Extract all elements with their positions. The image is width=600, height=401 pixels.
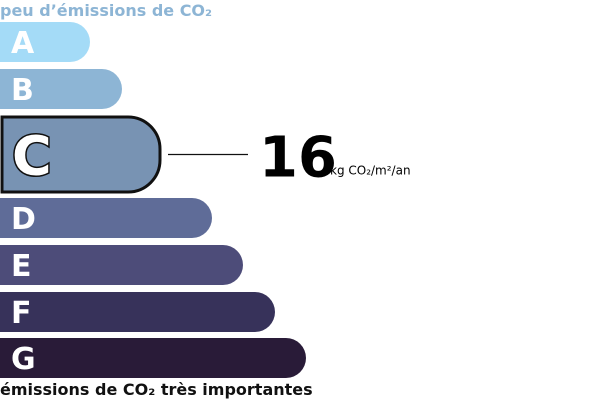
class-bar: [0, 198, 212, 238]
top-label: peu d’émissions de CO₂: [0, 1, 212, 20]
class-letter: G: [11, 342, 36, 377]
class-bar: [0, 338, 306, 378]
class-letter: E: [11, 249, 32, 284]
class-letter: D: [11, 202, 36, 237]
class-bar: [0, 245, 243, 285]
class-letter: B: [11, 73, 34, 108]
class-bar: [0, 292, 275, 332]
class-letter: A: [11, 26, 35, 61]
class-letter: C: [12, 125, 52, 188]
value: 16: [259, 126, 337, 191]
unit: kg CO₂/m²/an: [330, 164, 411, 178]
bottom-label: émissions de CO₂ très importantes: [0, 380, 313, 399]
class-bar: [0, 115, 162, 194]
class-letter: F: [11, 296, 32, 331]
class-bar: [0, 69, 122, 109]
class-bar: [0, 22, 90, 62]
